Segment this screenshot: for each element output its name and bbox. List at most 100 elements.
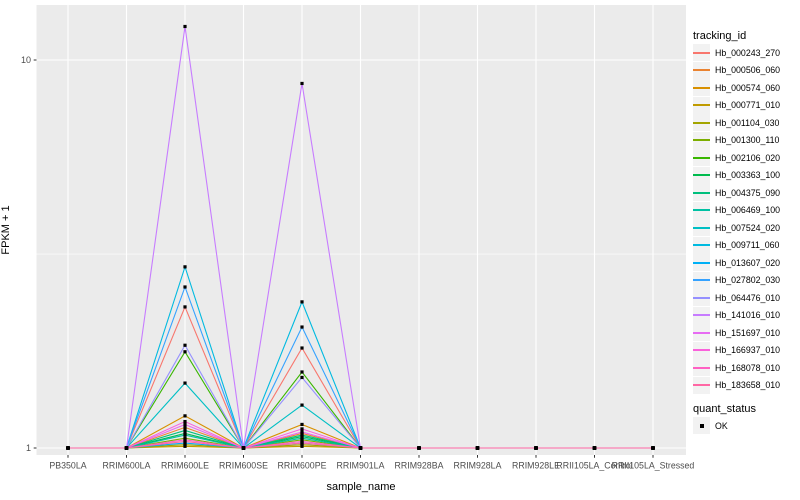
data-point — [66, 446, 70, 450]
legend-label: Hb_007524_020 — [715, 222, 781, 233]
x-tick-label: RRIM901LA — [337, 461, 385, 471]
legend-label: Hb_009711_060 — [715, 240, 780, 251]
legend-key-line-icon — [693, 79, 710, 97]
data-point — [475, 446, 480, 450]
legend-label: Hb_027802_030 — [715, 275, 781, 286]
legend-item-Hb_001104_030: Hb_001104_030 — [693, 114, 799, 132]
x-tick-label: RRII105LA_Stressed — [612, 461, 695, 471]
data-point — [183, 305, 187, 309]
legend-label: Hb_183658_010 — [715, 380, 781, 391]
x-tick-label: RRII105LA_Control — [556, 461, 632, 471]
legend-label: Hb_151697_010 — [715, 327, 781, 338]
data-point — [183, 414, 187, 418]
y-tick-label: 10 — [21, 55, 31, 65]
legend-label: Hb_001104_030 — [715, 117, 780, 128]
x-tick-label: RRIM600LA — [103, 461, 151, 471]
legend-title-quant-status: quant_status — [693, 403, 756, 415]
data-point — [300, 443, 304, 447]
data-point — [183, 441, 187, 445]
legend-key-line-icon — [693, 184, 710, 202]
legend-item-Hb_007524_020: Hb_007524_020 — [693, 219, 799, 237]
legend-key-line-icon — [693, 131, 710, 149]
legend-item-Hb_001300_110: Hb_001300_110 — [693, 131, 799, 150]
data-point — [300, 370, 304, 374]
data-point — [300, 444, 304, 448]
data-point — [300, 325, 304, 329]
data-point — [300, 441, 304, 445]
data-point — [183, 433, 187, 437]
data-point — [300, 427, 304, 431]
legend-label: Hb_168078_010 — [715, 362, 781, 373]
legend-item-Hb_002106_020: Hb_002106_020 — [693, 149, 799, 167]
legend-label: Hb_013607_020 — [715, 257, 781, 268]
data-point — [183, 265, 187, 269]
data-point — [300, 430, 304, 434]
data-point — [241, 446, 246, 450]
legend-key-line-icon — [693, 236, 710, 254]
legend-label: Hb_000506_060 — [715, 65, 781, 76]
quant-ok-label: OK — [715, 420, 728, 431]
data-point — [300, 436, 304, 440]
legend-item-Hb_004375_090: Hb_004375_090 — [693, 184, 799, 202]
legend-key-line-icon — [693, 271, 710, 289]
legend-key-line-icon — [693, 61, 710, 79]
data-point — [183, 428, 187, 433]
data-point — [183, 422, 187, 427]
data-point — [183, 381, 187, 385]
legend-item-Hb_141016_010: Hb_141016_010 — [693, 306, 799, 325]
legend-key-line-icon — [693, 306, 710, 324]
legend-label: Hb_166937_010 — [715, 345, 781, 356]
legend-item-Hb_000574_060: Hb_000574_060 — [693, 79, 799, 97]
x-tick-label: RRIM928LE — [512, 461, 560, 471]
legend-key-line-icon — [693, 219, 710, 237]
legend-label: Hb_064476_010 — [715, 292, 781, 303]
legend-label: Hb_000574_060 — [715, 82, 781, 93]
x-tick-label: RRIM600SE — [219, 461, 268, 471]
legend-panel: tracking_id Hb_000243_270 Hb_000506_060 Hb… — [693, 30, 799, 435]
legend-item-Hb_166937_010: Hb_166937_010 — [693, 341, 799, 360]
x-axis-title: sample_name — [326, 481, 396, 493]
data-point — [183, 443, 187, 447]
legend-key-line-icon — [693, 324, 710, 342]
legend-label: Hb_000771_010 — [715, 100, 781, 111]
x-tick-label: RRIM928LA — [454, 461, 502, 471]
quant-ok-key-square-icon — [693, 417, 710, 435]
legend-label: Hb_002106_020 — [715, 152, 781, 163]
legend-key-line-icon — [693, 44, 710, 62]
data-point — [300, 375, 304, 380]
legend-item-Hb_000506_060: Hb_000506_060 — [693, 61, 799, 80]
legend-key-line-icon — [693, 254, 710, 272]
legend-title-tracking-id: tracking_id — [693, 30, 747, 42]
legend-key-line-icon — [693, 114, 710, 132]
data-point — [651, 446, 655, 450]
y-axis-title: FPKM + 1 — [0, 205, 12, 255]
legend-key-line-icon — [693, 289, 710, 307]
data-point — [183, 350, 187, 354]
data-point — [300, 403, 304, 407]
data-point — [183, 438, 187, 442]
x-tick-label: RRIM928BA — [395, 461, 444, 471]
legend-label: Hb_004375_090 — [715, 187, 781, 198]
data-point — [183, 24, 187, 29]
legend-key-line-icon — [693, 96, 710, 114]
legend-label: Hb_000243_270 — [715, 47, 781, 58]
data-point — [534, 446, 538, 450]
legend-item-quant-ok: OK — [693, 417, 799, 435]
data-point — [300, 433, 304, 437]
plot-panel — [36, 5, 686, 455]
x-tick-label: RRIM600PE — [278, 461, 327, 471]
legend-key-line-icon — [693, 149, 710, 167]
data-point — [592, 446, 597, 450]
legend-item-Hb_064476_010: Hb_064476_010 — [693, 289, 799, 307]
legend-item-Hb_151697_010: Hb_151697_010 — [693, 324, 799, 342]
data-point — [300, 81, 304, 86]
data-point — [183, 444, 187, 448]
data-point — [183, 439, 187, 443]
legend-items-tracking: Hb_000243_270 Hb_000506_060 Hb_000574_060 H… — [693, 44, 799, 394]
legend-key-line-icon — [693, 166, 710, 184]
legend-item-Hb_013607_020: Hb_013607_020 — [693, 254, 799, 272]
data-point — [183, 343, 187, 347]
data-point — [183, 285, 187, 289]
